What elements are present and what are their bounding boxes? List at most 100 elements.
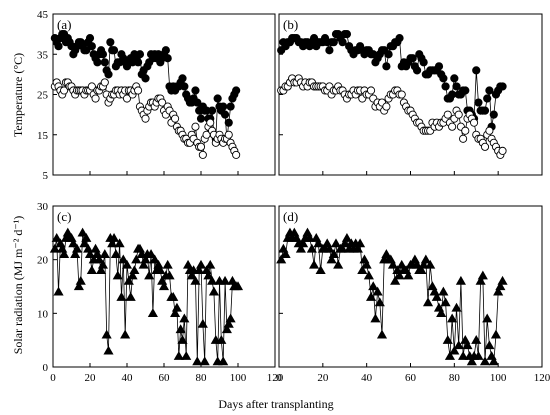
data-point bbox=[416, 265, 427, 275]
data-point bbox=[164, 270, 175, 280]
data-point bbox=[218, 356, 229, 366]
data-point bbox=[461, 126, 470, 135]
data-point bbox=[86, 265, 97, 275]
data-point bbox=[382, 62, 391, 71]
x-tick-label: 120 bbox=[534, 372, 550, 384]
data-point bbox=[479, 356, 491, 366]
data-point bbox=[394, 270, 405, 280]
data-point bbox=[123, 275, 134, 285]
data-point bbox=[232, 150, 241, 159]
data-point bbox=[87, 82, 96, 91]
data-point bbox=[134, 58, 143, 67]
data-point bbox=[162, 259, 173, 269]
data-point bbox=[422, 297, 434, 307]
data-point bbox=[140, 254, 151, 264]
data-point bbox=[213, 94, 222, 103]
data-point bbox=[342, 30, 352, 39]
data-point bbox=[474, 98, 483, 107]
data-point bbox=[171, 302, 183, 312]
data-point bbox=[408, 54, 417, 63]
data-point bbox=[107, 238, 118, 248]
data-point bbox=[198, 150, 207, 159]
data-point bbox=[488, 356, 499, 366]
data-point bbox=[442, 334, 453, 344]
data-point bbox=[498, 82, 507, 91]
data-point bbox=[219, 102, 228, 111]
data-point bbox=[121, 259, 133, 269]
data-point bbox=[493, 286, 504, 296]
x-tick-label: 120 bbox=[267, 372, 284, 384]
data-point bbox=[59, 249, 70, 258]
data-point bbox=[190, 275, 201, 285]
x-tick-label: 60 bbox=[159, 372, 171, 384]
data-point bbox=[91, 94, 100, 103]
data-point bbox=[98, 50, 108, 59]
data-point bbox=[178, 74, 187, 83]
y-tick-label: 20 bbox=[37, 255, 49, 267]
x-tick-label: 100 bbox=[230, 372, 247, 384]
data-point bbox=[158, 98, 167, 107]
data-point bbox=[451, 302, 462, 312]
data-point bbox=[455, 275, 466, 285]
data-point bbox=[366, 86, 376, 95]
data-point bbox=[120, 329, 131, 339]
data-point bbox=[420, 254, 431, 264]
data-point bbox=[325, 46, 334, 55]
data-point bbox=[438, 286, 449, 296]
data-point bbox=[171, 114, 180, 123]
data-point bbox=[108, 232, 120, 242]
data-point bbox=[54, 42, 63, 51]
data-point bbox=[295, 243, 306, 253]
data-point bbox=[49, 243, 60, 253]
panel-label: (c) bbox=[57, 209, 71, 224]
data-point bbox=[216, 334, 227, 344]
data-point bbox=[103, 345, 114, 355]
data-point bbox=[439, 74, 448, 83]
data-point bbox=[135, 50, 145, 59]
data-point bbox=[441, 82, 450, 91]
data-point bbox=[489, 110, 498, 119]
data-point bbox=[155, 265, 166, 275]
data-point bbox=[122, 94, 132, 103]
x-tick-label: 80 bbox=[196, 372, 208, 384]
data-point bbox=[315, 265, 326, 275]
data-point bbox=[100, 78, 109, 87]
data-point bbox=[203, 270, 214, 280]
data-point bbox=[363, 270, 374, 280]
data-point bbox=[60, 86, 69, 95]
data-point bbox=[71, 243, 83, 253]
x-tick-label: 60 bbox=[405, 372, 417, 384]
data-point bbox=[372, 286, 383, 296]
data-point bbox=[90, 243, 101, 253]
data-point bbox=[207, 275, 218, 285]
data-point bbox=[338, 38, 347, 47]
data-point bbox=[480, 106, 490, 115]
data-point bbox=[498, 146, 507, 155]
data-point bbox=[450, 74, 459, 83]
data-point bbox=[199, 356, 210, 366]
data-point bbox=[337, 243, 348, 253]
data-point bbox=[306, 243, 317, 253]
data-point bbox=[129, 265, 140, 275]
panel-2: (b) bbox=[277, 13, 543, 176]
data-point bbox=[495, 281, 506, 291]
data-point bbox=[177, 334, 188, 344]
y-tick-label: 35 bbox=[37, 49, 49, 61]
data-point bbox=[134, 86, 143, 95]
x-tick-label: 0 bbox=[276, 372, 282, 384]
data-point bbox=[480, 142, 490, 151]
data-point bbox=[84, 249, 96, 258]
y-tick-label: 25 bbox=[37, 90, 49, 102]
data-point bbox=[452, 82, 461, 91]
data-point bbox=[87, 42, 96, 51]
data-point bbox=[309, 259, 320, 269]
data-point bbox=[114, 238, 125, 248]
data-point bbox=[168, 292, 179, 301]
data-point bbox=[490, 329, 502, 339]
data-point bbox=[96, 265, 107, 275]
data-point bbox=[51, 232, 62, 242]
data-point bbox=[453, 340, 464, 350]
data-point bbox=[461, 86, 470, 95]
data-point bbox=[163, 54, 172, 63]
